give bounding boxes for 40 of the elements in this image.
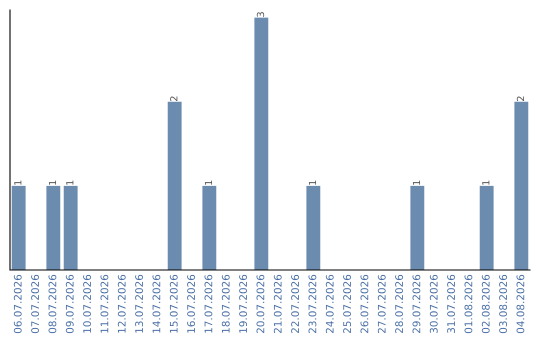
x-tick-label: 04.08.2026 bbox=[516, 274, 524, 334]
x-tick-label: 20.07.2026 bbox=[256, 274, 264, 334]
x-tick-label: 01.08.2026 bbox=[464, 274, 472, 334]
data-label: 1 bbox=[482, 180, 490, 185]
data-label: 1 bbox=[66, 180, 74, 185]
x-tick-label: 08.07.2026 bbox=[48, 274, 56, 334]
x-tick-label: 23.07.2026 bbox=[308, 274, 316, 334]
x-tick-label: 30.07.2026 bbox=[430, 274, 438, 334]
x-tick-label: 09.07.2026 bbox=[66, 274, 74, 334]
x-tick-label: 26.07.2026 bbox=[360, 274, 368, 334]
x-tick-label: 31.07.2026 bbox=[447, 274, 456, 334]
data-label: 1 bbox=[412, 180, 420, 185]
x-tick-label: 15.07.2026 bbox=[170, 274, 178, 333]
x-tick-label: 03.08.2026 bbox=[499, 274, 508, 334]
x-tick-label: 27.07.2026 bbox=[378, 274, 386, 334]
x-tick-label: 10.07.2026 bbox=[83, 274, 92, 333]
x-tick-label: 22.07.2026 bbox=[291, 274, 300, 334]
x-tick-label: 17.07.2026 bbox=[204, 274, 212, 333]
x-tick-label: 06.07.2026 bbox=[14, 274, 22, 334]
data-label: 1 bbox=[308, 180, 316, 185]
data-label: 3 bbox=[256, 12, 264, 17]
x-tick-label: 16.07.2026 bbox=[187, 274, 196, 333]
x-tick-label: 19.07.2026 bbox=[239, 274, 248, 333]
x-tick-label: 13.07.2026 bbox=[135, 274, 144, 333]
x-tick-label: 28.07.2026 bbox=[395, 274, 404, 334]
data-label: 1 bbox=[48, 180, 56, 185]
x-tick-label: 02.08.2026 bbox=[482, 274, 490, 334]
x-tick-label: 24.07.2026 bbox=[326, 274, 334, 334]
x-tick-label: 11.07.2026 bbox=[100, 274, 108, 333]
data-label: 2 bbox=[170, 96, 178, 102]
x-tick-label: 12.07.2026 bbox=[118, 274, 126, 333]
x-tick-label: 14.07.2026 bbox=[152, 274, 160, 333]
x-tick-label: 25.07.2026 bbox=[343, 274, 352, 334]
data-label: 2 bbox=[516, 96, 524, 102]
data-label: 1 bbox=[14, 180, 22, 185]
x-tick-label: 21.07.2026 bbox=[274, 274, 282, 334]
data-label: 1 bbox=[204, 180, 212, 185]
x-tick-label: 29.07.2026 bbox=[412, 274, 420, 334]
x-tick-label: 18.07.2026 bbox=[222, 274, 230, 333]
x-tick-label: 07.07.2026 bbox=[31, 274, 40, 334]
